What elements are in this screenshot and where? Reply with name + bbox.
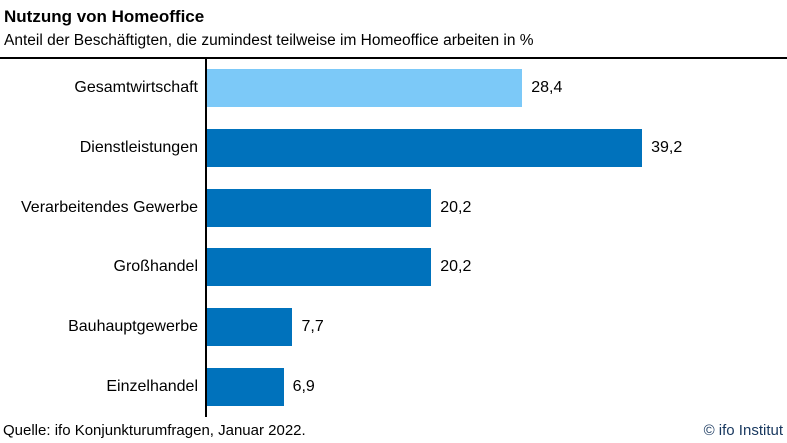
bar <box>207 68 523 107</box>
chart-title: Nutzung von Homeoffice <box>4 7 205 26</box>
bar-value-label: 20,2 <box>440 258 472 276</box>
bar-row: Einzelhandel 6,9 <box>0 357 787 417</box>
bar-row: Großhandel 20,2 <box>0 237 787 298</box>
chart-header: Nutzung von Homeoffice Anteil der Beschä… <box>0 0 787 52</box>
category-label: Großhandel <box>113 258 199 276</box>
bar-chart: Gesamtwirtschaft 28,4 Dienstleistungen 39,2… <box>0 58 787 417</box>
bar <box>207 188 432 227</box>
bar <box>207 368 284 407</box>
bar <box>207 248 432 287</box>
chart-footer: Quelle: ifo Konjunkturumfragen, Januar 2… <box>0 422 787 441</box>
bar-value-label: 39,2 <box>651 138 683 156</box>
category-label: Gesamtwirtschaft <box>74 78 198 96</box>
bar-value-label: 6,9 <box>292 378 315 396</box>
plot-area-row: 20,2 <box>205 177 787 238</box>
bar-row: Bauhauptgewerbe 7,7 <box>0 297 787 358</box>
category-label: Bauhauptgewerbe <box>68 318 198 336</box>
plot-area-row: 7,7 <box>205 297 787 358</box>
plot-area-row: 28,4 <box>205 58 787 118</box>
bar-row: Dienstleistungen 39,2 <box>0 117 787 178</box>
bar-row: Verarbeitendes Gewerbe 20,2 <box>0 177 787 238</box>
bar-value-label: 20,2 <box>440 198 472 216</box>
bar-row: Gesamtwirtschaft 28,4 <box>0 58 787 118</box>
copyright-note: © ifo Institut <box>703 422 783 439</box>
chart-subtitle: Anteil der Beschäftigten, die zumindest … <box>4 31 534 49</box>
category-label: Verarbeitendes Gewerbe <box>21 198 198 216</box>
bar <box>207 128 643 167</box>
category-label: Dienstleistungen <box>79 138 198 156</box>
category-label: Einzelhandel <box>106 378 198 396</box>
plot-area-row: 6,9 <box>205 357 787 417</box>
plot-area-row: 20,2 <box>205 237 787 298</box>
header-divider <box>0 56 787 59</box>
source-note: Quelle: ifo Konjunkturumfragen, Januar 2… <box>3 422 306 439</box>
bar <box>207 308 293 347</box>
bar-value-label: 7,7 <box>301 318 324 336</box>
plot-area-row: 39,2 <box>205 117 787 178</box>
bar-value-label: 28,4 <box>531 78 563 96</box>
